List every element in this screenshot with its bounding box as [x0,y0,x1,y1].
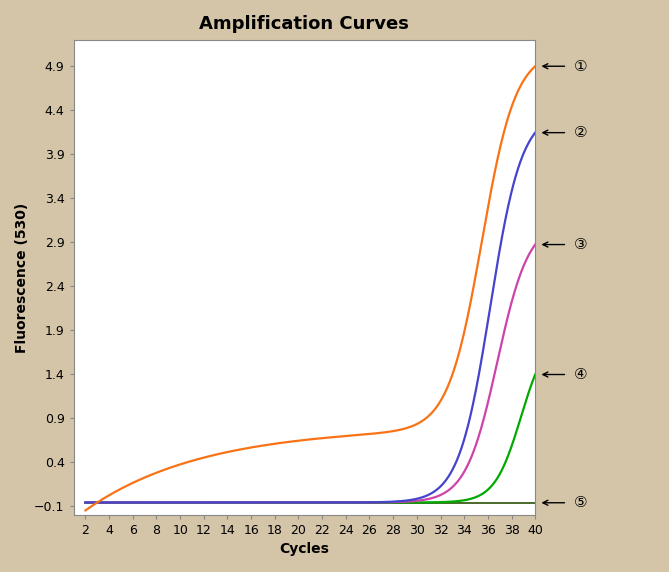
Text: ①: ① [574,59,587,74]
Text: ⑤: ⑤ [574,495,587,510]
Text: ④: ④ [574,367,587,382]
Y-axis label: Fluorescence (530): Fluorescence (530) [15,202,29,352]
Text: ③: ③ [574,237,587,252]
Text: ②: ② [574,125,587,140]
Title: Amplification Curves: Amplification Curves [199,15,409,33]
X-axis label: Cycles: Cycles [280,542,329,557]
